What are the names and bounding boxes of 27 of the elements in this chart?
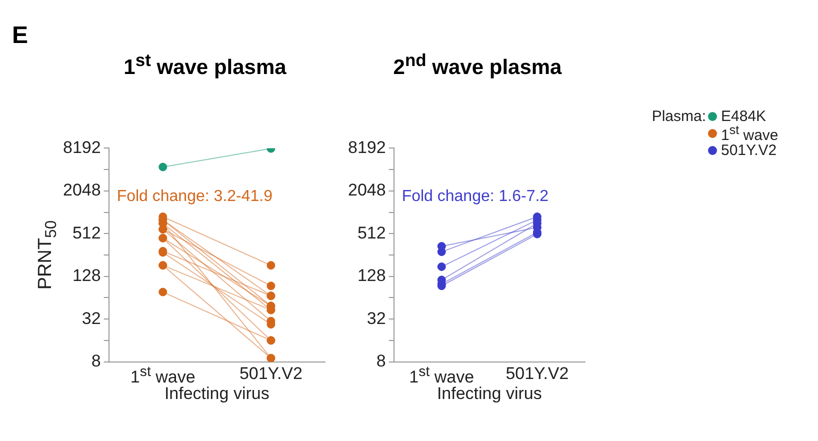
legend-label: E484K: [721, 108, 766, 125]
legend-label: 501Y.V2: [721, 142, 777, 159]
y-tick-label: 8: [376, 351, 386, 370]
x-tick-label: 501Y.V2: [239, 364, 302, 384]
y-tick-label: 32: [366, 308, 386, 328]
x-tick-label: 501Y.V2: [506, 364, 569, 384]
legend-label: 1$^{st}$ wave: [721, 123, 778, 144]
y-tick-label: 8: [91, 351, 101, 370]
annotation: Fold change: 3.2-41.9: [116, 188, 272, 206]
text: E: [12, 22, 28, 50]
annotation: Fold change: 1.6-7.2: [402, 188, 549, 206]
y-tick-label: 512: [72, 223, 101, 242]
x-tick-label: 1$^{st}$ wave: [130, 364, 196, 386]
y-tick-label: 32: [82, 308, 101, 328]
chart-title: 2$^{nd}$ wave plasma: [392, 50, 563, 80]
x-axis-title: Infecting virus: [164, 384, 270, 403]
legend-title: Plasma:: [650, 108, 706, 125]
y-tick-label: 128: [357, 266, 386, 286]
y-tick-label: 128: [72, 266, 101, 286]
y-tick-label: 8192: [62, 138, 101, 157]
y-tick-label: 8192: [348, 138, 386, 157]
x-axis-title: Infecting virus: [436, 384, 542, 403]
y-tick-label: 2048: [348, 180, 386, 200]
chart-title: 1$^{st}$ wave plasma: [122, 50, 288, 80]
y-tick-label: 512: [357, 223, 386, 242]
y-tick-label: 2048: [62, 180, 101, 200]
x-tick-label: 1$^{st}$ wave: [409, 364, 474, 386]
